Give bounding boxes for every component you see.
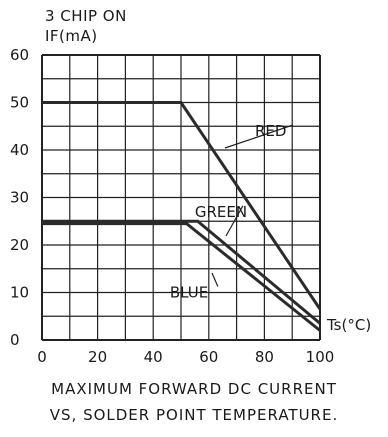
chart-title: 3 CHIP ON — [45, 7, 127, 25]
leader-line-blue — [211, 272, 219, 287]
series-label-blue: BLUE — [170, 284, 208, 302]
series-line-green — [42, 219, 321, 325]
x-tick-label: 20 — [88, 348, 107, 366]
y-tick-label: 40 — [10, 141, 29, 159]
series-label-red: RED — [255, 122, 286, 140]
x-tick-label: 40 — [144, 348, 163, 366]
tick-labels: 0 20 40 60 80 100 0 10 20 30 40 50 60 — [10, 46, 334, 366]
x-axis-label: Ts(°C) — [326, 316, 371, 334]
y-tick-label: 10 — [10, 284, 29, 302]
x-tick-label: 100 — [306, 348, 335, 366]
caption-line-1: MAXIMUM FORWARD DC CURRENT — [51, 380, 337, 398]
y-tick-label: 0 — [10, 331, 20, 349]
y-axis-label: IF(mA) — [45, 27, 98, 45]
series-labels: RED GREEN BLUE — [170, 122, 294, 302]
x-tick-label: 60 — [199, 348, 218, 366]
y-tick-label: 20 — [10, 236, 29, 254]
series-line-blue — [42, 222, 321, 332]
series-line-red — [42, 101, 322, 310]
leader-line-red — [224, 124, 294, 149]
y-tick-label: 30 — [10, 189, 29, 207]
x-tick-label: 80 — [255, 348, 274, 366]
y-tick-label: 60 — [10, 46, 29, 64]
caption-line-2: VS, SOLDER POINT TEMPERATURE. — [49, 406, 339, 424]
y-tick-label: 50 — [10, 94, 29, 112]
series-label-green: GREEN — [195, 203, 247, 221]
leader-line-green — [225, 205, 244, 237]
x-tick-label: 0 — [37, 348, 47, 366]
series-lines — [42, 101, 322, 332]
